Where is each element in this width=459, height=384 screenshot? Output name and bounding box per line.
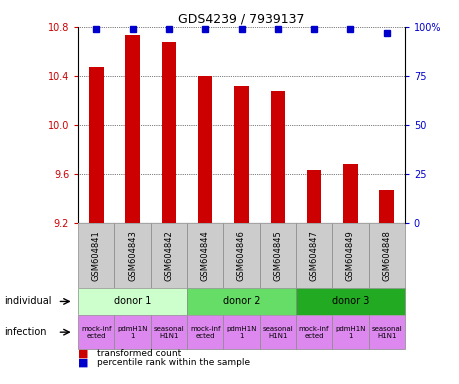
Text: GSM604843: GSM604843 — [128, 230, 137, 281]
Bar — [295, 315, 331, 349]
Text: seasonal
H1N1: seasonal H1N1 — [370, 326, 401, 339]
Bar — [342, 164, 357, 223]
Text: donor 3: donor 3 — [331, 296, 368, 306]
Bar — [223, 315, 259, 349]
Text: seasonal
H1N1: seasonal H1N1 — [262, 326, 292, 339]
Text: infection: infection — [5, 327, 47, 337]
Title: GDS4239 / 7939137: GDS4239 / 7939137 — [178, 13, 304, 26]
Text: GSM604848: GSM604848 — [381, 230, 390, 281]
Text: donor 2: donor 2 — [222, 296, 260, 306]
Text: pdmH1N
1: pdmH1N 1 — [335, 326, 365, 339]
Text: mock-inf
ected: mock-inf ected — [190, 326, 220, 339]
Bar — [151, 315, 187, 349]
Text: percentile rank within the sample: percentile rank within the sample — [96, 358, 249, 367]
Text: GSM604842: GSM604842 — [164, 230, 173, 281]
Bar — [295, 223, 331, 288]
Text: mock-inf
ected: mock-inf ected — [298, 326, 329, 339]
Text: ■: ■ — [78, 348, 89, 358]
Bar — [306, 170, 321, 223]
Bar — [259, 315, 295, 349]
Text: GSM604847: GSM604847 — [309, 230, 318, 281]
Bar — [295, 288, 404, 315]
Bar — [187, 315, 223, 349]
Text: GSM604841: GSM604841 — [92, 230, 101, 281]
Bar — [114, 315, 151, 349]
Text: pdmH1N
1: pdmH1N 1 — [226, 326, 256, 339]
Bar — [234, 86, 248, 223]
Bar — [187, 288, 295, 315]
Bar — [89, 67, 103, 223]
Bar — [197, 76, 212, 223]
Bar — [125, 35, 140, 223]
Text: donor 1: donor 1 — [114, 296, 151, 306]
Bar — [161, 41, 176, 223]
Text: GSM604845: GSM604845 — [273, 230, 282, 281]
Text: seasonal
H1N1: seasonal H1N1 — [153, 326, 184, 339]
Bar — [78, 288, 187, 315]
Bar — [368, 223, 404, 288]
Text: mock-inf
ected: mock-inf ected — [81, 326, 112, 339]
Bar — [368, 315, 404, 349]
Text: pdmH1N
1: pdmH1N 1 — [117, 326, 147, 339]
Text: transformed count: transformed count — [96, 349, 180, 358]
Bar — [259, 223, 295, 288]
Bar — [78, 315, 114, 349]
Text: ■: ■ — [78, 358, 89, 368]
Text: individual: individual — [5, 296, 52, 306]
Bar — [331, 315, 368, 349]
Bar — [331, 223, 368, 288]
Text: GSM604849: GSM604849 — [345, 230, 354, 281]
Bar — [223, 223, 259, 288]
Bar — [114, 223, 151, 288]
Bar — [270, 91, 285, 223]
Text: GSM604846: GSM604846 — [236, 230, 246, 281]
Text: GSM604844: GSM604844 — [200, 230, 209, 281]
Bar — [151, 223, 187, 288]
Bar — [187, 223, 223, 288]
Bar — [379, 190, 393, 223]
Bar — [78, 223, 114, 288]
